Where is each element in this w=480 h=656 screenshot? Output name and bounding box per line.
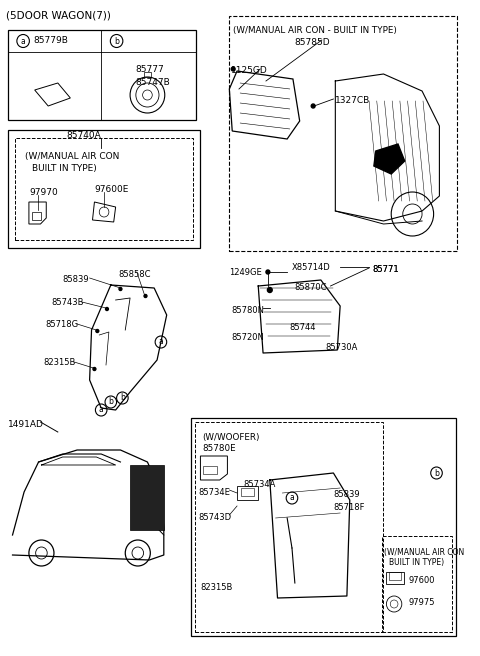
Text: 85743B: 85743B (51, 298, 84, 307)
Bar (15, 138, 192, 240)
Text: 82315B: 82315B (201, 583, 233, 592)
Bar (191, 418, 456, 636)
Text: b: b (120, 394, 125, 403)
Text: (W/WOOFER): (W/WOOFER) (203, 433, 260, 442)
Bar (386, 572, 404, 584)
Text: 85743D: 85743D (199, 513, 232, 522)
Text: 1491AD: 1491AD (8, 420, 44, 429)
Text: 85718G: 85718G (45, 320, 78, 329)
Bar (237, 486, 258, 500)
Text: 85780N: 85780N (231, 306, 264, 315)
Text: 85777: 85777 (135, 65, 164, 74)
Bar (195, 422, 383, 632)
Text: 1249GE: 1249GE (229, 268, 262, 277)
Text: 85771: 85771 (372, 265, 398, 274)
Text: 85858C: 85858C (119, 270, 151, 279)
Text: 85779B: 85779B (34, 36, 69, 45)
Text: 1327CB: 1327CB (336, 96, 371, 105)
Text: 97970: 97970 (29, 188, 58, 197)
Text: 97600: 97600 (408, 576, 435, 585)
Text: 85780E: 85780E (203, 444, 236, 453)
Polygon shape (374, 144, 405, 174)
Text: b: b (114, 37, 119, 45)
Text: (W/MANUAL AIR CON: (W/MANUAL AIR CON (25, 152, 120, 161)
Text: BUILT IN TYPE): BUILT IN TYPE) (389, 558, 444, 567)
Bar (382, 536, 452, 632)
Bar (144, 72, 151, 77)
Text: 1125GD: 1125GD (231, 66, 268, 75)
Text: a: a (158, 337, 163, 346)
Text: (5DOOR WAGON(7)): (5DOOR WAGON(7)) (6, 11, 111, 21)
Bar (32, 212, 41, 220)
Text: (W/MANUAL AIR CON - BUILT IN TYPE): (W/MANUAL AIR CON - BUILT IN TYPE) (233, 26, 397, 35)
Text: a: a (99, 405, 104, 415)
Polygon shape (130, 465, 164, 530)
Text: 82315B: 82315B (43, 358, 76, 367)
Text: 85730A: 85730A (326, 343, 358, 352)
Text: 85734E: 85734E (199, 488, 230, 497)
Bar (229, 16, 457, 251)
Circle shape (144, 295, 147, 298)
Text: 85740A: 85740A (66, 131, 101, 140)
Text: 97600E: 97600E (95, 185, 129, 194)
Text: a: a (21, 37, 25, 45)
Text: 85839: 85839 (62, 275, 89, 284)
Text: b: b (434, 468, 439, 478)
Bar (8, 30, 196, 120)
Text: 85720N: 85720N (231, 333, 264, 342)
Bar (241, 488, 254, 496)
Bar (389, 572, 401, 580)
Circle shape (106, 308, 108, 310)
Circle shape (267, 287, 272, 293)
Circle shape (266, 270, 270, 274)
Text: (W/MANUAL AIR CON: (W/MANUAL AIR CON (384, 548, 465, 557)
Text: 85734A: 85734A (244, 480, 276, 489)
Text: 85839: 85839 (334, 490, 360, 499)
Text: BUILT IN TYPE): BUILT IN TYPE) (32, 164, 96, 173)
Text: 97975: 97975 (408, 598, 435, 607)
Bar (204, 466, 217, 474)
Text: 85718F: 85718F (334, 503, 365, 512)
Text: 85744: 85744 (289, 323, 315, 332)
Text: 85785D: 85785D (295, 38, 331, 47)
Circle shape (93, 367, 96, 371)
Text: b: b (108, 398, 113, 407)
Circle shape (119, 287, 122, 291)
Text: X85714D: X85714D (292, 263, 331, 272)
Text: 85747B: 85747B (135, 78, 169, 87)
Text: a: a (289, 493, 294, 502)
Text: 85771: 85771 (372, 265, 398, 274)
Text: 85870C: 85870C (295, 283, 327, 292)
Bar (8, 130, 201, 248)
Circle shape (96, 329, 99, 333)
Circle shape (231, 67, 235, 71)
Circle shape (311, 104, 315, 108)
